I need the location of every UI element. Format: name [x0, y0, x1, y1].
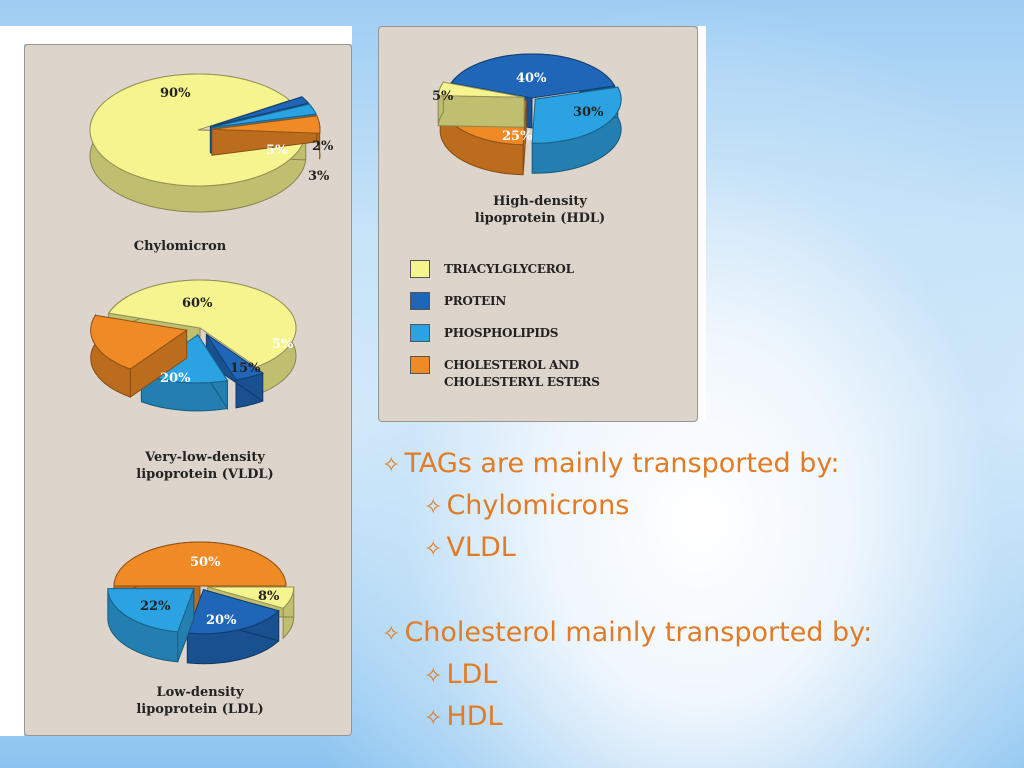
legend-swatch-protein	[410, 292, 430, 310]
pie-slice-triacylglycerol	[89, 73, 307, 187]
ldl-label-protein: 20%	[206, 613, 237, 628]
bullet-list: ✧ TAGs are mainly transported by: ✧ Chylom…	[382, 444, 1002, 739]
legend-label-protein: PROTEIN	[444, 294, 507, 308]
chylo-label-tag: 90%	[160, 86, 191, 101]
star-bullet-icon: ✧	[382, 622, 401, 647]
pie-slice-cholesterol	[211, 115, 321, 134]
chylo-label-protein: 2%	[312, 139, 334, 154]
vldl-label-phospholipids: 15%	[230, 361, 261, 376]
pie-slice-triacylglycerol	[207, 586, 295, 609]
ldl-label-phospholipids: 22%	[140, 599, 171, 614]
star-bullet-icon: ✧	[424, 664, 443, 689]
pie-slice-triacylglycerol	[437, 81, 525, 98]
pie-slice-phospholipids	[211, 103, 317, 129]
bullet-chol-item-ldl: ✧ LDL	[382, 655, 1002, 697]
vldl-caption: Very-low-density lipoprotein (VLDL)	[136, 450, 274, 482]
white-margin-left	[0, 26, 24, 736]
chart-legend: TRIACYLGLYCEROL PROTEIN PHOSPHOLIPIDS CH…	[410, 260, 690, 405]
pie-slice-protein	[210, 96, 310, 128]
bullet-tags-item-vldl: ✧ VLDL	[382, 528, 1002, 570]
star-bullet-icon: ✧	[424, 706, 443, 731]
pie-slice-cholesterol	[90, 314, 188, 370]
ldl-caption: Low-density lipoprotein (LDL)	[136, 685, 264, 717]
hdl-label-tag: 5%	[432, 89, 454, 104]
bullet-tags-item-text: VLDL	[446, 532, 516, 563]
vldl-label-tag: 60%	[182, 296, 213, 311]
pie-slice-protein	[450, 53, 616, 99]
ldl-label-tag: 8%	[258, 589, 280, 604]
legend-item-cholesterol: CHOLESTEROL AND CHOLESTERYL ESTERS	[410, 356, 690, 391]
legend-item-protein: PROTEIN	[410, 292, 690, 310]
bullet-tags-item-text: Chylomicrons	[446, 490, 630, 521]
bullet-tags-heading-text: TAGs are mainly transported by:	[404, 448, 840, 479]
legend-item-triacylglycerol: TRIACYLGLYCEROL	[410, 260, 690, 278]
legend-label-cholesterol: CHOLESTEROL AND CHOLESTERYL ESTERS	[444, 358, 600, 389]
vldl-pie-slices	[90, 279, 297, 412]
pie-slice-phospholipids	[531, 86, 622, 144]
legend-label-phospholipids: PHOSPHOLIPIDS	[444, 326, 559, 340]
pie-slice-triacylglycerol	[107, 279, 297, 368]
chylo-label-cholesterol: 5%	[266, 143, 288, 158]
pie-slice-protein	[186, 589, 280, 635]
hdl-caption: High-density lipoprotein (HDL)	[474, 194, 606, 226]
chylo-label-phospholipids: 3%	[308, 169, 330, 184]
bullet-chol-heading-text: Cholesterol mainly transported by:	[404, 617, 873, 648]
chylomicron-caption: Chylomicron	[133, 239, 227, 254]
white-margin-right	[698, 26, 706, 422]
star-bullet-icon: ✧	[424, 495, 443, 520]
legend-swatch-triacylglycerol	[410, 260, 430, 278]
star-bullet-icon: ✧	[382, 453, 401, 478]
vldl-pie-chart: 60% 5% 15% 20%	[90, 279, 297, 412]
ldl-pie-slices	[107, 541, 295, 665]
ldl-pie-chart: 50% 8% 20% 22%	[107, 541, 295, 665]
bullet-chol-item-text: LDL	[446, 659, 498, 690]
hdl-label-phospholipids: 30%	[573, 105, 604, 120]
white-margin-top	[24, 26, 352, 44]
pie-slice-cholesterol	[113, 541, 287, 587]
chylomicron-pie-chart: 90% 2% 3% 5%	[89, 73, 334, 213]
legend-item-phospholipids: PHOSPHOLIPIDS	[410, 324, 690, 342]
bullet-tags-heading: ✧ TAGs are mainly transported by:	[382, 444, 1002, 486]
vldl-label-cholesterol: 20%	[160, 371, 191, 386]
chylomicron-pie-slices	[89, 73, 321, 213]
bullet-tags-item-chylomicrons: ✧ Chylomicrons	[382, 486, 1002, 528]
pie-slice-protein	[205, 333, 264, 381]
star-bullet-icon: ✧	[424, 537, 443, 562]
hdl-label-cholesterol: 25%	[502, 129, 533, 144]
legend-label-triacylglycerol: TRIACYLGLYCEROL	[444, 262, 574, 276]
ldl-label-cholesterol: 50%	[190, 555, 221, 570]
hdl-pie-slices	[437, 53, 622, 176]
pie-slice-phospholipids	[107, 588, 195, 633]
bullet-spacer	[382, 570, 1002, 613]
hdl-pie-chart: 40% 30% 25% 5%	[432, 53, 622, 176]
legend-swatch-phospholipids	[410, 324, 430, 342]
vldl-label-protein: 5%	[272, 337, 294, 352]
hdl-label-protein: 40%	[516, 71, 547, 86]
bullet-chol-item-text: HDL	[446, 701, 503, 732]
bullet-chol-heading: ✧ Cholesterol mainly transported by:	[382, 613, 1002, 655]
bullet-chol-item-hdl: ✧ HDL	[382, 697, 1002, 739]
legend-swatch-cholesterol	[410, 356, 430, 374]
